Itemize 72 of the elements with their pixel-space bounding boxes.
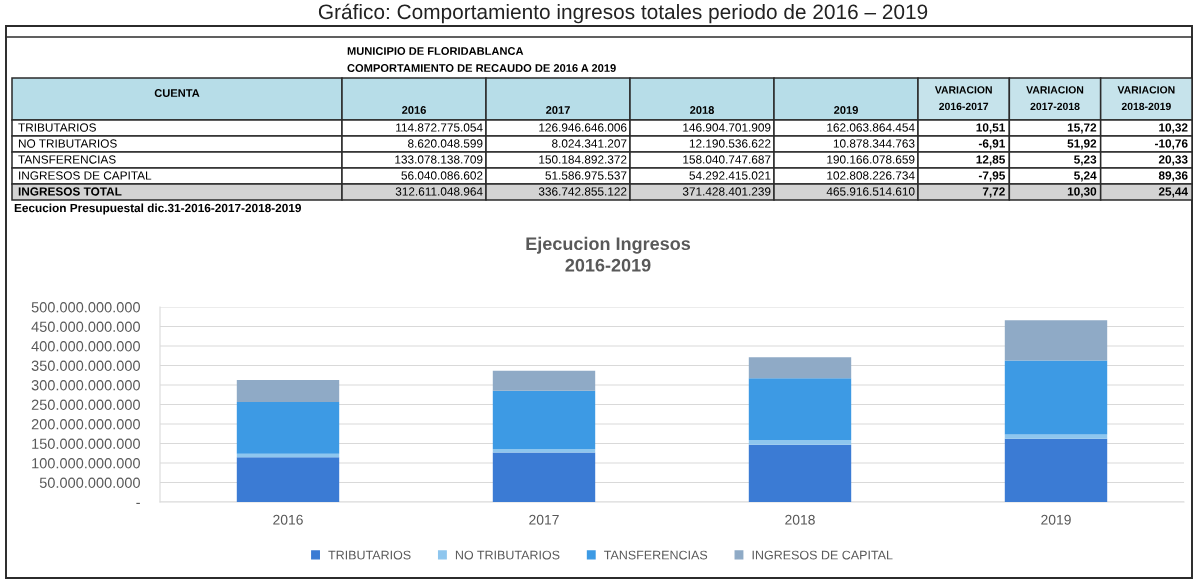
text: Eecucion Presupuestal dic.31-2016-2017-2018-2019 <box>14 203 301 215</box>
text: VARIACION 2017-2018 <box>1026 86 1084 111</box>
y-tick-label: 450.000.000.000 <box>31 321 140 332</box>
x-tick-label: 2017 <box>529 514 559 525</box>
category-label: 2019 <box>834 106 858 114</box>
text: 158.040.747.687 <box>683 155 771 164</box>
text: 10,30 <box>1067 187 1097 198</box>
y-tick-label: 500.000.000.000 <box>31 302 140 313</box>
text: 133.078.138.709 <box>395 155 483 164</box>
text: -7,95 <box>978 171 1006 182</box>
text: 146.904.701.909 <box>683 123 771 132</box>
text: 114.872.775.054 <box>396 123 483 132</box>
text: 51,92 <box>1067 139 1097 150</box>
y-tick-label: - <box>136 502 140 504</box>
text: 102.808.226.734 <box>827 171 915 180</box>
y-tick-label: 150.000.000.000 <box>32 438 140 449</box>
text: 12.190.536.622 <box>689 139 771 148</box>
text: 10,51 <box>976 123 1006 134</box>
x-tick-label: 2019 <box>1041 514 1071 525</box>
text: TRIBUTARIOS <box>18 123 96 132</box>
y-tick-label: 100.000.000.000 <box>32 458 140 469</box>
text: MUNICIPIO DE FLORIDABLANCA <box>347 47 524 55</box>
text: 5,23 <box>1074 155 1097 166</box>
y-tick-label: 300.000.000.000 <box>31 380 140 391</box>
legend-label: TRIBUTARIOS <box>328 550 411 560</box>
text: NO TRIBUTARIOS <box>18 139 117 148</box>
y-tick-label: 400.000.000.000 <box>31 341 140 352</box>
text: 312.611.048.964 <box>395 187 483 196</box>
chart-title: Ejecucion Ingresos 2016-2019 <box>526 236 691 272</box>
text: 162.063.864.454 <box>827 123 915 132</box>
text: 54.292.415.021 <box>689 171 771 180</box>
text: 89,36 <box>1158 171 1188 182</box>
text: -10,76 <box>1154 139 1188 150</box>
text: -6,91 <box>978 139 1006 150</box>
text: Gráfico: Comportamiento ingresos totales periodo de 2016 – 2019 <box>318 3 928 24</box>
category-label: 2016 <box>402 106 426 114</box>
text: COMPORTAMIENTO DE RECAUDO DE 2016 A 2019 <box>347 64 616 72</box>
text: 465.916.514.610 <box>826 187 915 196</box>
text: 336.742.855.122 <box>538 187 627 196</box>
text: 15,72 <box>1067 123 1097 134</box>
legend-label: TANSFERENCIAS <box>604 550 708 560</box>
text: VARIACION 2018-2019 <box>1117 86 1175 111</box>
text: 12,85 <box>976 155 1006 166</box>
text: TANSFERENCIAS <box>18 155 116 164</box>
text: CUENTA <box>154 89 200 97</box>
text: 126.946.646.006 <box>539 123 627 132</box>
y-tick-label: 250.000.000.000 <box>31 399 140 410</box>
text: INGRESOS DE CAPITAL <box>19 171 152 180</box>
legend-label: INGRESOS DE CAPITAL <box>752 550 893 560</box>
text: 371.428.401.239 <box>682 187 771 196</box>
text: 56.040.086.602 <box>401 171 483 180</box>
text: VARIACION 2016-2017 <box>934 86 992 111</box>
text: 8.024.341.207 <box>552 139 627 148</box>
x-tick-label: 2018 <box>785 514 815 525</box>
y-tick-label: 350.000.000.000 <box>31 360 140 371</box>
text: 7,72 <box>982 187 1005 198</box>
text: 8.620.048.599 <box>408 139 483 148</box>
x-tick-label: 2016 <box>273 514 303 525</box>
text: 25,44 <box>1158 187 1188 198</box>
category-label: 2018 <box>690 106 715 114</box>
text: 150.184.892.372 <box>539 155 627 164</box>
category-label: 2017 <box>546 106 570 114</box>
text: 20,33 <box>1158 155 1188 166</box>
text: 51.586.975.537 <box>545 171 627 180</box>
text: 10,32 <box>1159 123 1188 134</box>
y-tick-label: 50.000.000.000 <box>39 477 140 488</box>
legend-label: NO TRIBUTARIOS <box>455 550 560 560</box>
y-tick-label: 200.000.000.000 <box>31 419 140 430</box>
text: 10.878.344.763 <box>833 139 915 148</box>
text: 5,24 <box>1074 171 1097 182</box>
text: 190.166.078.659 <box>827 155 915 164</box>
text: INGRESOS TOTAL <box>18 187 122 196</box>
